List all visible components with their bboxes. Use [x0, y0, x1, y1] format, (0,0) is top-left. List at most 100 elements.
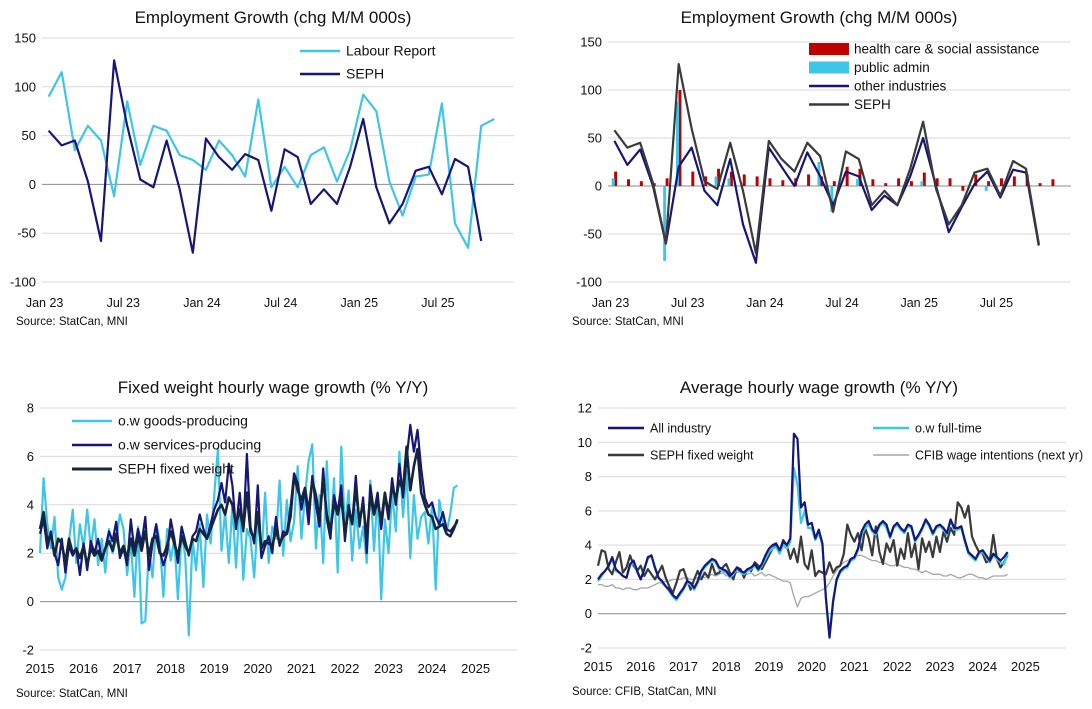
x-tick-label: Jan 25: [900, 296, 938, 310]
chart-svg: 150 100 50 0 -50 -100 Jan 23 Jul 23 Jan 24 Jul 24…: [576, 35, 1071, 310]
bar-health-care: [845, 166, 849, 186]
chart-title: Employment Growth (chg M/M 000s): [134, 8, 412, 27]
x-tick-label: 2017: [113, 661, 142, 676]
chart-source: Source: StatCan, MNI: [16, 316, 128, 328]
series-line-cfib-wage-intentions-next-yr-: [598, 554, 1008, 608]
y-tick-label: 100: [580, 83, 602, 98]
bar-health-care: [614, 171, 618, 186]
y-tick-label: 0: [27, 594, 34, 609]
x-tick-label: 2021: [840, 659, 869, 674]
chart-svg: 8 6 4 2 0 -2 2015 2016 2017 2018 2019 2020 2021 2022 2…: [22, 401, 517, 676]
bar-health-care: [999, 178, 1003, 186]
x-tick-label: 2019: [754, 659, 783, 674]
legend-swatch: [809, 43, 849, 55]
x-tick-label: 2022: [330, 661, 359, 676]
bar-health-care: [987, 181, 991, 186]
chart-title: Employment Growth (chg M/M 000s): [680, 8, 958, 27]
y-tick-label: 150: [580, 35, 602, 50]
legend-label: other industries: [854, 79, 947, 94]
panel-employment-growth-lines: Employment Growth (chg M/M 000s) 150 100 5…: [0, 0, 546, 345]
bar-public-admin: [676, 101, 680, 186]
y-tick-label: -50: [17, 226, 36, 241]
bar-health-care: [717, 168, 721, 186]
x-tick-label: 2016: [69, 661, 98, 676]
legend-label: CFIB wage intentions (next yr): [915, 449, 1083, 463]
legend-label: SEPH fixed weight: [650, 449, 754, 463]
x-tick-label: 2016: [626, 659, 655, 674]
bar-health-care: [871, 179, 875, 186]
x-tick-label: 2017: [669, 659, 698, 674]
bar-public-admin: [984, 186, 988, 191]
series-line-seph-fixed-weight: [596, 501, 1009, 595]
bar-health-care: [961, 186, 965, 191]
y-tick-label: 8: [585, 469, 592, 484]
x-tick-label: Jan 23: [592, 296, 630, 310]
y-tick-label: 8: [27, 401, 34, 416]
bar-public-admin: [856, 179, 860, 186]
legend-label: SEPH fixed weight: [118, 461, 234, 477]
bar-public-admin: [714, 176, 718, 186]
bar-health-care: [627, 179, 630, 186]
y-tick-label: -2: [580, 641, 592, 656]
x-tick-label: Jul 25: [421, 296, 454, 310]
legend-label: health care & social assistance: [854, 42, 1039, 57]
x-tick-label: 2025: [1011, 659, 1040, 674]
y-tick-label: 100: [14, 79, 36, 94]
bar-public-admin: [663, 186, 667, 261]
y-tick-label: 12: [578, 401, 592, 416]
legend-label: public admin: [854, 60, 930, 75]
x-tick-label: 2018: [156, 661, 185, 676]
x-tick-label: Jul 24: [264, 296, 297, 310]
x-tick-label: 2024: [418, 661, 447, 676]
x-tick-label: Jan 24: [746, 296, 784, 310]
x-tick-label: 2018: [712, 659, 741, 674]
chart-source: Source: CFIB, StatCan, MNI: [572, 686, 717, 698]
bar-health-care: [678, 90, 682, 186]
y-tick-label: 150: [14, 31, 36, 46]
x-tick-label: 2024: [968, 659, 997, 674]
bar-public-admin: [920, 181, 924, 186]
y-tick-label: 10: [578, 435, 592, 450]
series-line-labour-report: [47, 71, 495, 249]
x-tick-label: 2019: [200, 661, 229, 676]
bar-public-admin: [611, 178, 615, 186]
panel-fixed-weight-wage: Fixed weight hourly wage growth (% Y/Y) …: [0, 370, 546, 709]
bar-public-admin: [727, 178, 731, 186]
bar-health-care: [807, 174, 811, 186]
bar-health-care: [909, 181, 913, 186]
x-tick-label: 2022: [883, 659, 912, 674]
bar-health-care: [742, 174, 746, 186]
bar-health-care: [832, 181, 836, 186]
legend-label: SEPH: [854, 97, 891, 112]
bar-health-care: [665, 178, 669, 186]
y-tick-label: -100: [10, 275, 36, 290]
legend-label: o.w full-time: [915, 422, 982, 436]
series-line-other-industries: [613, 136, 1040, 264]
y-tick-label: -2: [22, 643, 34, 658]
bar-health-care: [1038, 183, 1042, 186]
legend-label: SEPH: [346, 66, 384, 82]
bar-health-care: [1051, 179, 1055, 186]
x-tick-label: 2020: [797, 659, 826, 674]
legend-swatch: [809, 61, 849, 74]
y-tick-label: 4: [27, 497, 34, 512]
bar-health-care: [729, 171, 733, 186]
series-line-seph-fixed-weight: [38, 445, 459, 567]
x-tick-label: Jul 23: [107, 296, 140, 310]
legend-label: Labour Report: [346, 43, 436, 59]
bar-health-care: [755, 176, 759, 186]
x-tick-label: Jul 23: [671, 296, 704, 310]
y-tick-label: -100: [576, 275, 602, 290]
series-line-seph: [47, 59, 483, 254]
bar-health-care: [974, 174, 978, 186]
bar-health-care: [897, 178, 901, 186]
bar-health-care: [922, 172, 926, 186]
y-tick-label: 2: [585, 572, 592, 587]
y-tick-label: 0: [585, 606, 592, 621]
x-tick-label: 2021: [287, 661, 316, 676]
series-line-all-industry: [597, 432, 1009, 639]
x-tick-label: 2025: [461, 661, 490, 676]
x-tick-label: 2023: [925, 659, 954, 674]
x-tick-label: Jan 24: [183, 296, 221, 310]
bar-health-care: [948, 178, 952, 186]
